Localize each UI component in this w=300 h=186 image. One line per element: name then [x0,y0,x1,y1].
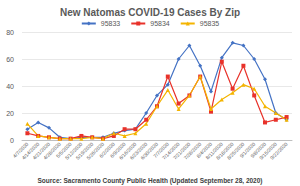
svg-text:4/7/2020: 4/7/2020 [11,140,30,159]
svg-text:6/2/2020: 6/2/2020 [98,140,116,159]
svg-text:0: 0 [10,137,14,144]
svg-text:60: 60 [6,56,14,63]
svg-text:9/15/2020: 9/15/2020 [258,140,278,161]
svg-text:8/4/2020: 8/4/2020 [195,140,214,159]
svg-text:8/11/2020: 8/11/2020 [204,140,224,161]
svg-text:5/19/2020: 5/19/2020 [74,140,95,161]
svg-text:80: 80 [6,29,14,36]
svg-text:6/23/2020: 6/23/2020 [128,140,149,161]
svg-text:Source: Sacramento County Publ: Source: Sacramento County Public Health … [37,177,262,185]
svg-text:9/22/2020: 9/22/2020 [269,141,289,161]
svg-text:7/14/2020: 7/14/2020 [160,140,181,161]
svg-text:6/9/2020: 6/9/2020 [108,140,127,159]
svg-text:6/16/2020: 6/16/2020 [117,140,138,161]
svg-text:6/30/2020: 6/30/2020 [139,140,160,161]
svg-text:5/26/2020: 5/26/2020 [85,140,106,161]
svg-text:9/8/2020: 9/8/2020 [249,140,268,159]
svg-text:5/12/2020: 5/12/2020 [63,140,84,161]
svg-text:7/28/2020: 7/28/2020 [182,140,203,161]
svg-text:4/21/2020: 4/21/2020 [31,140,52,161]
svg-text:95835: 95835 [200,20,220,27]
svg-text:7/7/2020: 7/7/2020 [152,140,170,159]
svg-text:4/14/2020: 4/14/2020 [20,140,41,161]
svg-text:95833: 95833 [101,20,121,27]
svg-text:9/1/2020: 9/1/2020 [238,140,257,159]
svg-text:95834: 95834 [150,20,170,27]
svg-text:40: 40 [6,83,14,90]
svg-text:New Natomas COVID-19 Cases By: New Natomas COVID-19 Cases By Zip [60,7,240,18]
svg-text:20: 20 [6,110,14,117]
svg-text:8/25/2020: 8/25/2020 [225,140,246,161]
svg-text:4/28/2020: 4/28/2020 [42,140,62,161]
svg-text:7/21/2020: 7/21/2020 [171,140,192,161]
svg-text:5/5/2020: 5/5/2020 [54,140,73,159]
svg-text:8/18/2020: 8/18/2020 [214,140,235,161]
